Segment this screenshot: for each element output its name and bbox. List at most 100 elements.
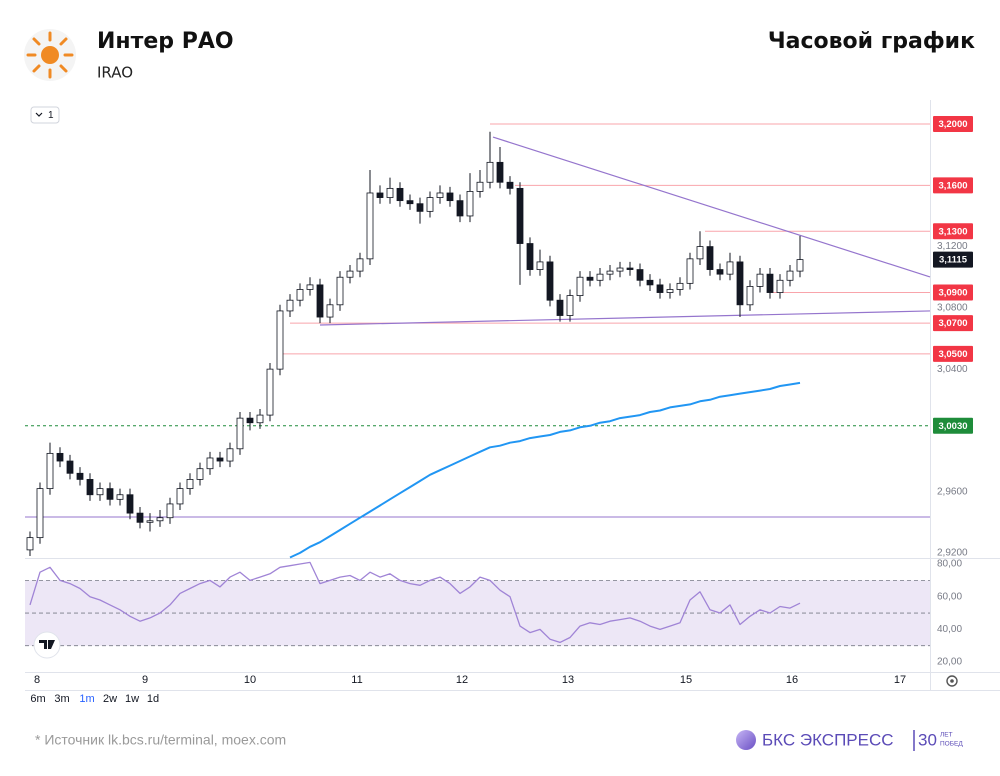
level-label-box <box>933 177 973 194</box>
candle-body <box>286 299 294 312</box>
candle-body <box>166 503 174 519</box>
candle-body <box>156 517 164 522</box>
level-label-box <box>933 345 973 362</box>
candle-body <box>776 279 784 293</box>
candle-body <box>36 488 44 539</box>
candle-body <box>746 286 754 306</box>
timeframe-button[interactable]: 6m <box>30 693 45 705</box>
candle-body <box>666 289 674 293</box>
candle-body <box>446 192 454 202</box>
candle-body <box>206 457 214 470</box>
candle-body <box>356 258 364 272</box>
candle-body <box>556 299 564 316</box>
candle-body <box>726 261 734 275</box>
company-logo <box>24 29 76 81</box>
level-label-box <box>933 284 973 301</box>
interval-label: 1 <box>48 110 54 121</box>
candle-body <box>176 488 184 505</box>
candle-body <box>546 261 554 301</box>
timeframe-button[interactable]: 1d <box>147 693 159 705</box>
candle-body <box>246 417 254 424</box>
timeframe-button[interactable]: 3m <box>54 693 69 705</box>
chart-kind: Часовой график <box>768 29 975 54</box>
level-label: 3,0030 <box>938 421 967 432</box>
y-tick-label: 3,1200 <box>937 241 968 252</box>
candle-body <box>796 259 804 272</box>
candle-body <box>486 161 494 183</box>
y-tick-label: 2,9200 <box>937 548 968 559</box>
last-price-label: 3,1115 <box>939 255 968 266</box>
candle-body <box>616 267 624 272</box>
candle-body <box>476 181 484 192</box>
trendline <box>319 310 931 326</box>
candle-body <box>256 414 264 424</box>
y-tick-label: 3,0400 <box>937 364 968 375</box>
candle-body <box>636 269 644 281</box>
candle-body <box>736 261 744 306</box>
candle-body <box>276 310 284 370</box>
candle-body <box>756 273 764 287</box>
timeframe-button[interactable]: 1w <box>125 693 139 705</box>
last-price-box <box>933 251 973 268</box>
x-tick-label: 16 <box>786 674 798 686</box>
candle-body <box>86 479 94 496</box>
candle-body <box>76 472 84 480</box>
rsi-tick-label: 40,00 <box>937 624 962 635</box>
candle-body <box>336 276 344 306</box>
candle-body <box>366 192 374 260</box>
level-label-box <box>933 116 973 133</box>
candle-body <box>126 494 134 514</box>
candle-body <box>316 284 324 318</box>
rsi-tick-label: 80,00 <box>937 559 962 570</box>
candle-body <box>376 192 384 198</box>
level-label-box <box>933 223 973 240</box>
candle-body <box>56 452 64 462</box>
candle-body <box>626 267 634 270</box>
candle-body <box>696 246 704 260</box>
timeframe-button[interactable]: 1m <box>79 693 94 705</box>
candle-body <box>136 512 144 523</box>
level-label: 3,1300 <box>938 226 967 237</box>
candle-body <box>496 161 504 183</box>
candle-body <box>116 494 124 500</box>
level-label-box <box>933 417 973 434</box>
rsi-tick-label: 60,00 <box>937 591 962 602</box>
timeframe-bar: 6m 3m 1m 2w 1w 1d <box>30 693 159 705</box>
settings-button[interactable] <box>946 675 958 687</box>
candle-body <box>686 258 694 284</box>
candle-body <box>346 270 354 278</box>
x-tick-label: 9 <box>142 674 148 686</box>
candle-body <box>196 468 204 480</box>
trendline <box>492 136 931 278</box>
candle-body <box>586 276 594 281</box>
level-label: 3,0700 <box>938 318 967 329</box>
tradingview-logo[interactable] <box>33 631 61 659</box>
level-label-box <box>933 315 973 332</box>
candle-body <box>506 181 514 189</box>
candle-body <box>146 520 154 523</box>
candle-body <box>266 368 274 416</box>
moving-average <box>289 381 801 559</box>
candle-body <box>226 448 234 462</box>
candle-body <box>416 203 424 212</box>
rsi-tick-label: 20,00 <box>937 657 962 668</box>
interval-dropdown[interactable]: 1 <box>30 106 60 124</box>
candle-body <box>706 246 714 270</box>
candle-body <box>526 243 534 270</box>
candle-body <box>456 200 464 217</box>
brand-name: БКС ЭКСПРЕСС <box>762 730 894 749</box>
level-label: 3,0900 <box>938 288 967 299</box>
timeframe-button[interactable]: 2w <box>103 693 117 705</box>
candle-body <box>236 417 244 450</box>
candle-body <box>676 282 684 290</box>
candle-body <box>566 295 574 316</box>
source-note: * Источник lk.bcs.ru/terminal, moex.com <box>35 732 286 748</box>
brand-years-word: ЛЕТ <box>940 732 953 739</box>
candle-body <box>656 284 664 293</box>
x-tick-label: 12 <box>456 674 468 686</box>
candle-body <box>716 269 724 275</box>
candle-body <box>436 192 444 198</box>
candle-body <box>306 284 314 290</box>
rsi-line <box>29 561 801 644</box>
